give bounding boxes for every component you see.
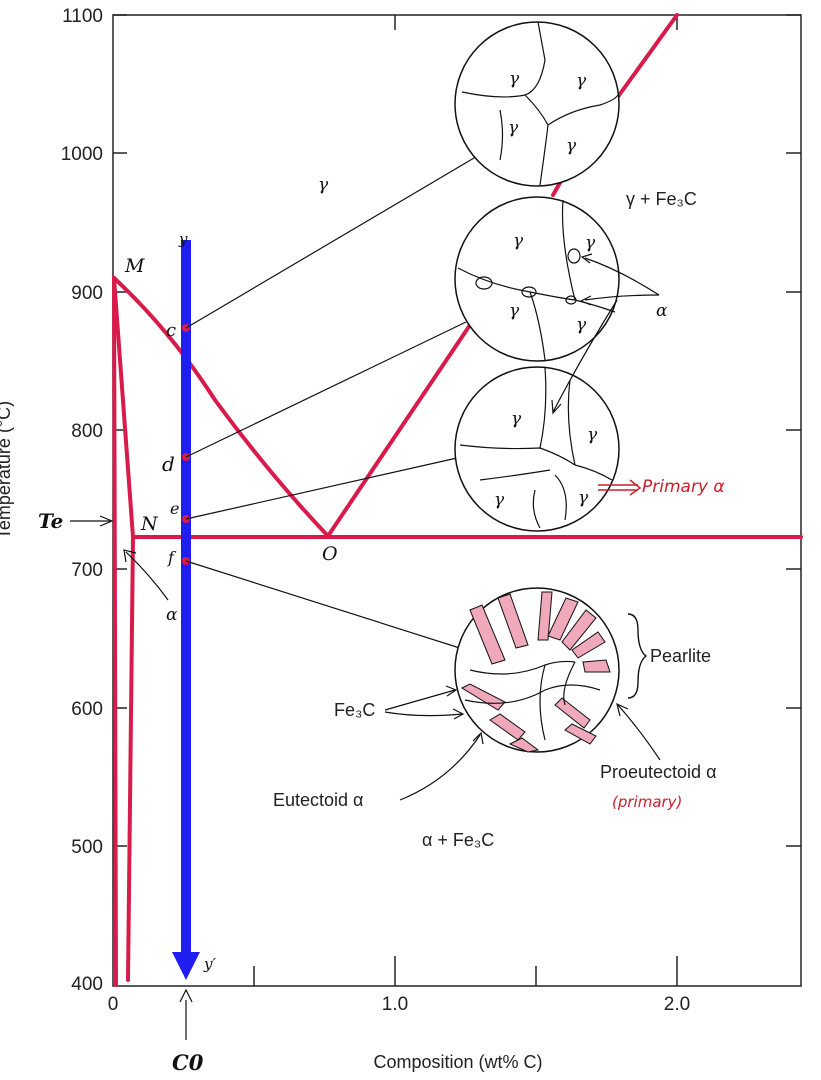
label-fe3c: Fe₃C bbox=[334, 700, 375, 720]
x-axis-label: Composition (wt% C) bbox=[373, 1052, 542, 1072]
grain-gamma: γ bbox=[508, 118, 519, 138]
label-eutectoid-alpha: Eutectoid α bbox=[273, 790, 363, 810]
x-axis bbox=[253, 15, 678, 986]
fe3c-arrows bbox=[384, 685, 465, 720]
label-O: O bbox=[322, 543, 338, 565]
label-d: d bbox=[162, 452, 175, 476]
label-proeutectoid-alpha: Proeutectoid α bbox=[600, 762, 716, 782]
label-c: c bbox=[166, 320, 176, 341]
label-alpha-right: α bbox=[656, 301, 668, 321]
note-primary-alpha: Primary α bbox=[642, 477, 725, 497]
ytick-1100: 1100 bbox=[62, 6, 103, 27]
label-Te: Te bbox=[38, 509, 63, 533]
y-axis-label: Temperature (°C) bbox=[0, 401, 14, 539]
eutectoid-arrow bbox=[399, 734, 481, 801]
label-yprime: y′ bbox=[203, 955, 216, 973]
region-alpha-fe3c: α + Fe₃C bbox=[422, 830, 494, 850]
grain-gamma: γ bbox=[509, 69, 520, 89]
label-f: f bbox=[167, 548, 177, 567]
acm-top bbox=[610, 13, 679, 107]
label-M: M bbox=[124, 255, 145, 277]
note-arrow bbox=[598, 479, 642, 496]
region-alpha: α bbox=[166, 605, 178, 625]
ytick-500: 500 bbox=[71, 837, 103, 858]
microstructure-e: γ γ γ γ bbox=[454, 299, 620, 532]
label-y: y bbox=[178, 230, 188, 248]
ytick-1000: 1000 bbox=[61, 144, 103, 165]
gamma-alpha-boundary bbox=[112, 276, 330, 538]
ytick-700: 700 bbox=[71, 560, 103, 581]
alpha-arrow bbox=[125, 551, 169, 601]
ytick-400: 400 bbox=[71, 974, 103, 995]
grain-gamma: γ bbox=[578, 488, 589, 508]
grain-gamma: γ bbox=[513, 231, 524, 251]
ytick-800: 800 bbox=[71, 421, 103, 442]
grain-gamma: γ bbox=[494, 490, 505, 510]
label-pearlite: Pearlite bbox=[650, 646, 711, 666]
region-gamma: γ bbox=[318, 175, 329, 195]
microstructure-f bbox=[454, 587, 648, 753]
grain-gamma: γ bbox=[576, 71, 587, 91]
grain-gamma: γ bbox=[587, 425, 598, 445]
grain-gamma: γ bbox=[566, 136, 577, 156]
label-N: N bbox=[140, 513, 159, 535]
xtick-0: 0 bbox=[108, 994, 119, 1015]
grain-gamma: γ bbox=[509, 301, 520, 321]
xtick-2: 2.0 bbox=[664, 994, 690, 1015]
grain-gamma: γ bbox=[585, 233, 596, 253]
xtick-1: 1.0 bbox=[382, 994, 408, 1015]
acm-line bbox=[326, 323, 472, 538]
grain-gamma: γ bbox=[576, 315, 587, 335]
label-e: e bbox=[170, 499, 179, 518]
phase-boundaries bbox=[112, 13, 803, 987]
label-C0: C0 bbox=[172, 1050, 204, 1075]
grain-gamma: γ bbox=[511, 409, 522, 429]
region-gamma-fe3c: γ + Fe₃C bbox=[626, 189, 697, 209]
alpha-left-edge bbox=[112, 276, 118, 987]
ytick-900: 900 bbox=[71, 283, 103, 304]
cooling-path bbox=[172, 240, 200, 980]
proeutectoid-arrow bbox=[617, 704, 661, 761]
note-primary: (primary) bbox=[612, 793, 682, 811]
microstructure-c: γ γ γ γ bbox=[454, 21, 620, 187]
microstructure-d: γ γ γ γ bbox=[454, 196, 660, 362]
ytick-600: 600 bbox=[71, 699, 103, 720]
leader-lines bbox=[70, 157, 475, 1040]
